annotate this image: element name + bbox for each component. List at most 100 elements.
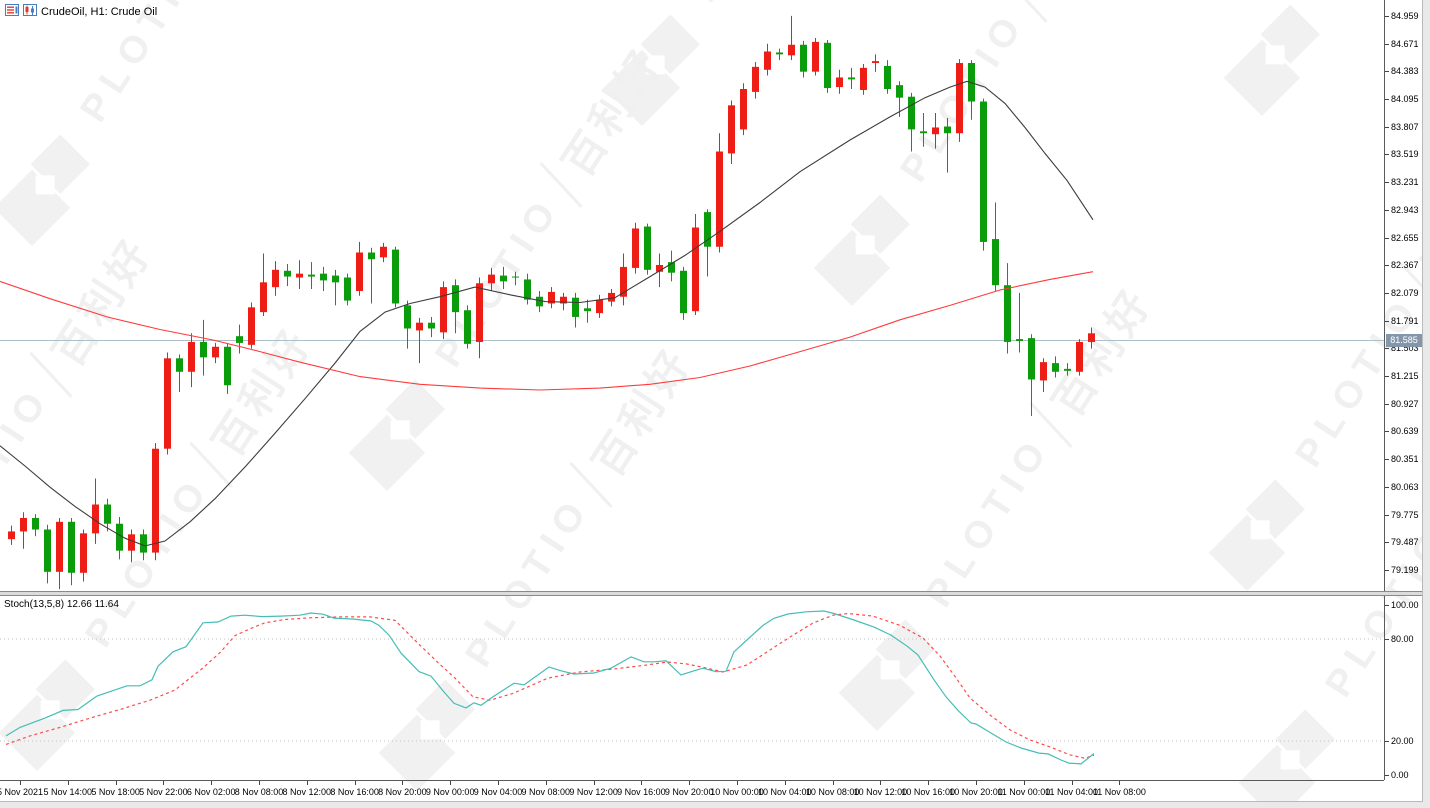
candle-down bbox=[908, 96, 915, 130]
candle-up bbox=[248, 307, 255, 345]
candle-up bbox=[956, 63, 963, 134]
time-tick-label: 10 Nov 00:00 bbox=[710, 787, 764, 797]
panel-splitter[interactable] bbox=[0, 591, 1422, 596]
candle-down bbox=[344, 277, 351, 301]
candle-down bbox=[428, 322, 435, 329]
stochastic-axis[interactable]: 100.00 80.00 20.00 0.00 bbox=[1384, 596, 1422, 780]
current-price-badge: 81.585 bbox=[1386, 333, 1422, 347]
ma-red-line bbox=[0, 271, 1094, 391]
candle-down bbox=[1004, 285, 1011, 342]
candle-down bbox=[824, 42, 831, 89]
price-tick-label: 82.367 bbox=[1391, 260, 1419, 271]
stochastic-panel[interactable] bbox=[0, 596, 1384, 781]
candle-up bbox=[836, 77, 843, 88]
time-tick bbox=[259, 781, 260, 785]
time-tick-label: 9 Nov 00:00 bbox=[425, 787, 475, 797]
price-tick-label: 82.655 bbox=[1391, 232, 1419, 243]
time-tick bbox=[880, 781, 882, 785]
candle-up bbox=[380, 246, 387, 258]
candle-up bbox=[692, 227, 699, 312]
candle-up bbox=[812, 41, 819, 72]
candle-down bbox=[116, 523, 123, 551]
main-chart-svg bbox=[0, 15, 1384, 590]
candle-up bbox=[548, 291, 555, 304]
time-tick-label: 10 Nov 04:00 bbox=[758, 787, 812, 797]
candle-up bbox=[860, 67, 867, 90]
candle-down bbox=[368, 252, 375, 260]
candle-down bbox=[176, 358, 183, 372]
price-tick-label: 79.775 bbox=[1391, 509, 1419, 520]
price-tick-label: 80.351 bbox=[1391, 454, 1419, 465]
price-tick bbox=[1385, 569, 1389, 571]
time-axis[interactable]: 5 Nov 2021 5 Nov 14:00 5 Nov 18:00 5 Nov 22… bbox=[0, 781, 1422, 801]
price-tick-label: 84.959 bbox=[1391, 11, 1419, 21]
price-tick-label: 82.079 bbox=[1391, 287, 1419, 298]
price-tick-label: 83.807 bbox=[1391, 121, 1419, 132]
candlestick-chart-icon bbox=[23, 4, 37, 19]
candle-down bbox=[500, 275, 507, 282]
candle-up bbox=[488, 274, 495, 284]
price-tick bbox=[1385, 431, 1389, 433]
candle-up bbox=[440, 287, 447, 333]
stoch-d-line bbox=[5, 612, 1095, 759]
time-tick-label: 10 Nov 12:00 bbox=[853, 787, 908, 797]
candle-down bbox=[44, 529, 51, 572]
candle-up bbox=[56, 521, 63, 572]
candle-up bbox=[620, 266, 627, 297]
candle-down bbox=[848, 77, 855, 80]
price-tick bbox=[1385, 265, 1389, 267]
time-tick bbox=[67, 781, 69, 785]
candle-up bbox=[596, 299, 603, 314]
time-tick bbox=[784, 781, 786, 785]
price-tick bbox=[1385, 320, 1389, 322]
price-tick bbox=[1385, 403, 1389, 405]
candle-down bbox=[68, 521, 75, 573]
price-tick bbox=[1385, 209, 1389, 211]
time-tick-label: 6 Nov 02:00 bbox=[186, 787, 236, 797]
price-tick bbox=[1385, 182, 1389, 184]
candle-down bbox=[920, 131, 927, 134]
price-tick-label: 80.639 bbox=[1391, 426, 1419, 437]
price-tick bbox=[1385, 71, 1389, 73]
price-tick-label: 82.943 bbox=[1391, 204, 1419, 215]
price-tick-label: 83.231 bbox=[1391, 177, 1419, 188]
candle-down bbox=[284, 270, 291, 277]
time-tick-label: 10 Nov 08:00 bbox=[805, 787, 860, 797]
stochastic-svg bbox=[0, 610, 1384, 765]
price-tick bbox=[1385, 514, 1389, 516]
candle-up bbox=[872, 61, 879, 64]
candle-up bbox=[788, 44, 795, 56]
time-tick bbox=[1071, 781, 1073, 785]
time-tick-label: 8 Nov 20:00 bbox=[378, 787, 427, 797]
candle-up bbox=[740, 89, 747, 130]
main-chart-panel[interactable] bbox=[0, 0, 1384, 591]
candle-down bbox=[404, 305, 411, 329]
time-tick-label: 10 Nov 16:00 bbox=[901, 787, 955, 797]
candle-down bbox=[332, 275, 339, 283]
stoch-k-line bbox=[5, 610, 1095, 765]
quotes-list-icon bbox=[5, 4, 19, 19]
time-tick bbox=[450, 781, 452, 785]
candle-up bbox=[8, 531, 15, 540]
candle-down bbox=[536, 296, 543, 307]
candle-down bbox=[464, 310, 471, 344]
candle-down bbox=[704, 212, 711, 247]
candle-down bbox=[392, 249, 399, 304]
chart-header: CrudeOil, H1: Crude Oil bbox=[5, 4, 157, 19]
price-tick-label: 84.671 bbox=[1391, 38, 1419, 49]
time-tick-label: 9 Nov 20:00 bbox=[664, 787, 714, 797]
price-axis[interactable]: 81.585 84.959 84.671 84.383 84.095 83.807 83.… bbox=[1384, 0, 1422, 591]
stoch-tick bbox=[1385, 775, 1389, 776]
candle-down bbox=[524, 279, 531, 300]
price-tick-label: 83.519 bbox=[1391, 149, 1419, 160]
candle-down bbox=[944, 126, 951, 134]
candle-up bbox=[296, 273, 303, 278]
price-tick-label: 84.095 bbox=[1391, 94, 1419, 105]
candle-down bbox=[1064, 368, 1071, 371]
time-tick-label: 11 Nov 00:00 bbox=[997, 787, 1051, 797]
candle-up bbox=[80, 533, 87, 573]
candle-down bbox=[1016, 339, 1023, 341]
candle-up bbox=[20, 517, 27, 532]
candle-up bbox=[560, 296, 567, 304]
